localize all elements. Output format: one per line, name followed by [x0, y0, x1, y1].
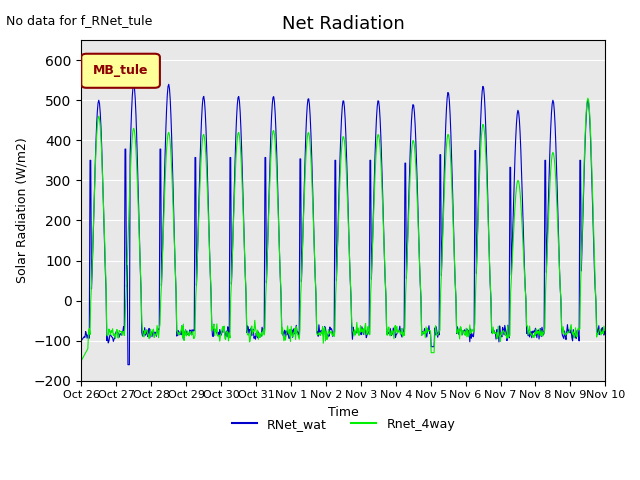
RNet_wat	[77, 338, 85, 344]
Text: No data for f_RNet_tule: No data for f_RNet_tule	[6, 14, 153, 27]
Legend: RNet_wat, Rnet_4way: RNet_wat, Rnet_4way	[227, 413, 460, 436]
RNet_wat	[87, 157, 95, 163]
RNet_wat	[124, 362, 132, 368]
Rnet_4way	[407, 160, 415, 166]
FancyBboxPatch shape	[81, 54, 160, 88]
RNet_wat	[223, 334, 231, 340]
Rnet_4way	[422, 324, 430, 330]
Rnet_4way	[584, 96, 592, 101]
RNet_wat	[130, 81, 138, 87]
Rnet_4way	[194, 239, 202, 245]
Title: Net Radiation: Net Radiation	[282, 15, 404, 33]
RNet_wat	[142, 331, 150, 336]
Rnet_4way	[77, 358, 85, 363]
Rnet_4way	[141, 328, 148, 334]
Line: RNet_wat: RNet_wat	[81, 84, 605, 365]
RNet_wat	[408, 107, 416, 113]
Line: Rnet_4way: Rnet_4way	[81, 98, 605, 360]
Rnet_4way	[602, 327, 609, 333]
RNet_wat	[196, 183, 204, 189]
Rnet_4way	[87, 297, 95, 303]
RNet_wat	[602, 332, 609, 338]
RNet_wat	[424, 327, 431, 333]
Rnet_4way	[222, 336, 230, 342]
Text: MB_tule: MB_tule	[93, 64, 148, 77]
X-axis label: Time: Time	[328, 406, 358, 419]
Y-axis label: Solar Radiation (W/m2): Solar Radiation (W/m2)	[15, 138, 28, 283]
